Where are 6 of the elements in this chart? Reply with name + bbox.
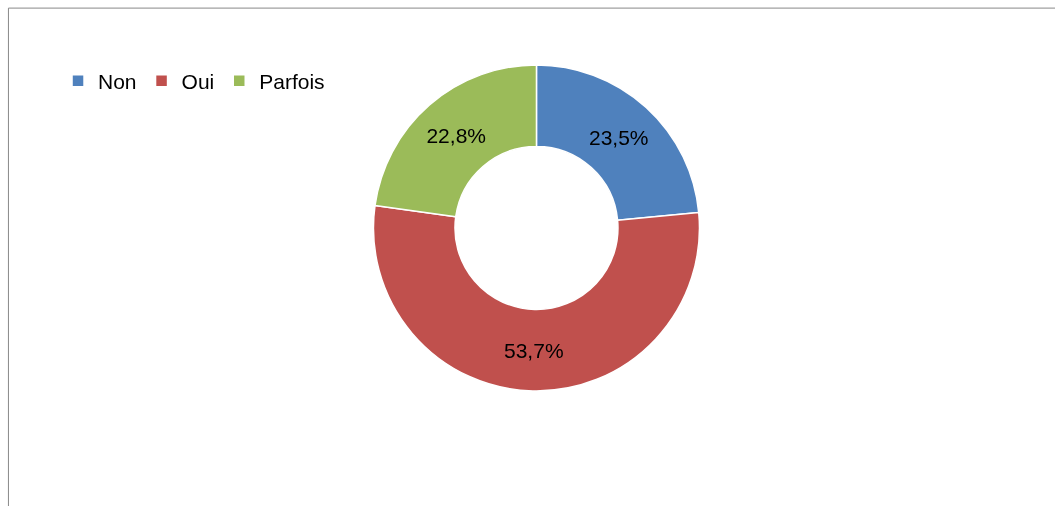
data-label: 22,8% — [426, 124, 486, 148]
legend-label: Oui — [181, 70, 215, 94]
legend-label: Parfois — [259, 70, 325, 94]
legend-label: Non — [98, 70, 137, 94]
data-label: 53,7% — [504, 338, 564, 362]
data-label: 23,5% — [588, 126, 649, 150]
